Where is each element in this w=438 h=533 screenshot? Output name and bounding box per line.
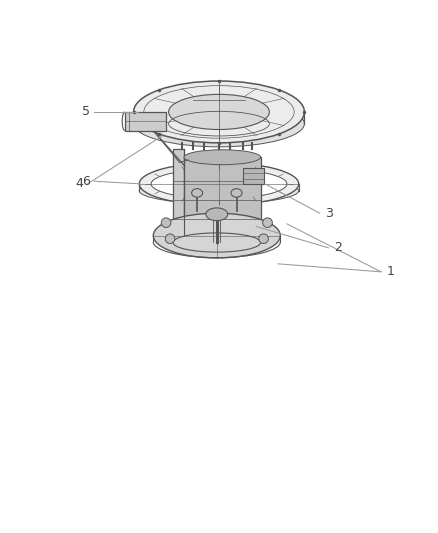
Ellipse shape bbox=[184, 150, 261, 165]
Ellipse shape bbox=[192, 189, 202, 197]
Ellipse shape bbox=[134, 100, 304, 147]
Ellipse shape bbox=[151, 169, 287, 199]
Text: 3: 3 bbox=[325, 207, 333, 220]
Polygon shape bbox=[184, 157, 261, 243]
Ellipse shape bbox=[173, 233, 261, 252]
Ellipse shape bbox=[134, 81, 304, 143]
Ellipse shape bbox=[165, 234, 175, 244]
Ellipse shape bbox=[206, 208, 228, 221]
Polygon shape bbox=[125, 112, 166, 131]
Text: 1: 1 bbox=[386, 265, 394, 278]
Ellipse shape bbox=[231, 189, 242, 197]
Polygon shape bbox=[173, 149, 184, 243]
Ellipse shape bbox=[139, 178, 299, 204]
Ellipse shape bbox=[259, 234, 268, 244]
Ellipse shape bbox=[161, 218, 171, 228]
Polygon shape bbox=[243, 168, 264, 184]
Ellipse shape bbox=[169, 94, 269, 130]
Ellipse shape bbox=[263, 218, 272, 228]
Text: 6: 6 bbox=[82, 175, 90, 188]
Ellipse shape bbox=[153, 213, 280, 258]
Text: 2: 2 bbox=[334, 241, 342, 254]
Ellipse shape bbox=[139, 163, 299, 205]
Text: 5: 5 bbox=[82, 106, 90, 118]
Text: 4: 4 bbox=[75, 177, 83, 190]
